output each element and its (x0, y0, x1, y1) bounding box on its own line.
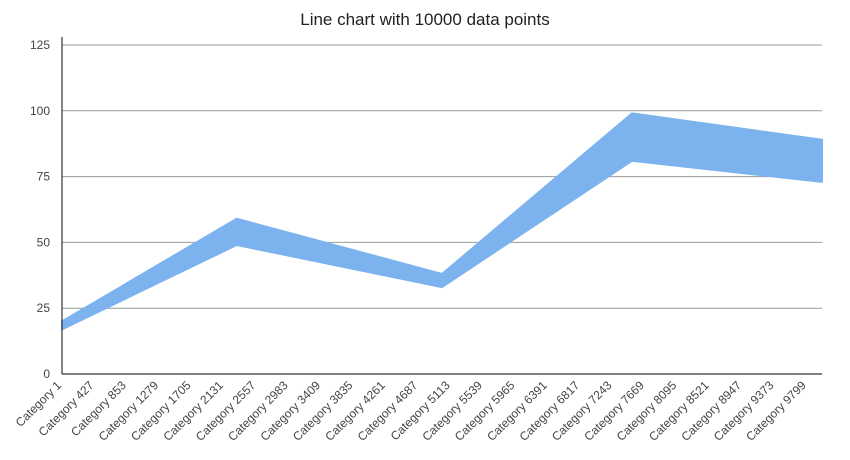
y-tick-label-75: 75 (37, 170, 51, 184)
chart-title: Line chart with 10000 data points (300, 10, 550, 29)
y-tick-label-125: 125 (30, 38, 50, 52)
y-tick-label-0: 0 (43, 367, 50, 381)
y-tick-label-100: 100 (30, 104, 50, 118)
series-line-0 (61, 112, 823, 331)
y-tick-label-50: 50 (37, 235, 51, 249)
y-tick-label-25: 25 (37, 301, 51, 315)
